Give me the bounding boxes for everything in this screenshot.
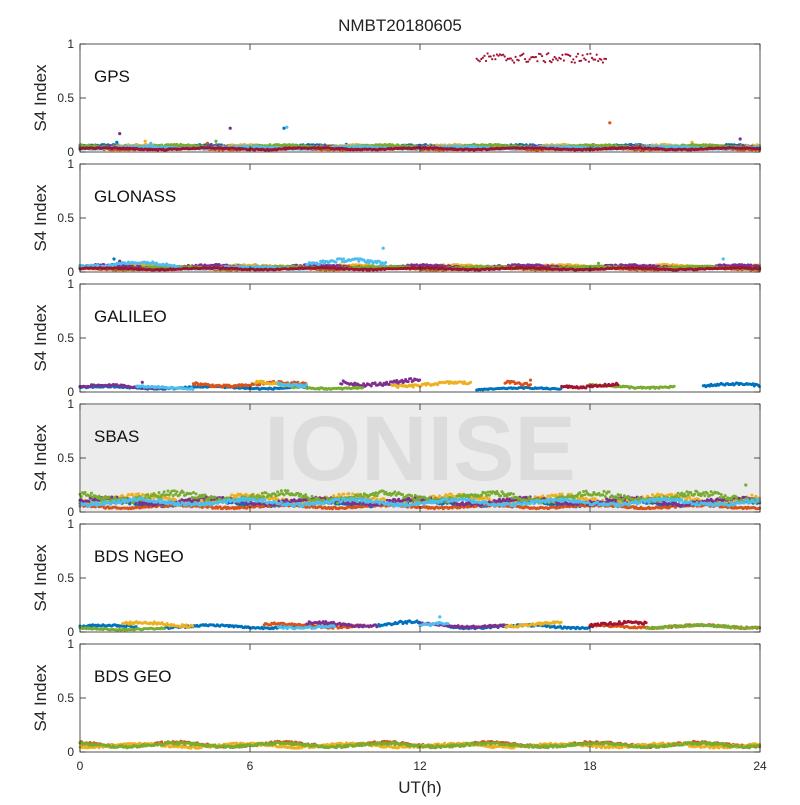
y-axis-label: S4 Index [31, 64, 50, 132]
data-point [515, 56, 517, 58]
data-point [591, 57, 593, 59]
data-point [518, 59, 520, 61]
data-point [214, 140, 217, 143]
data-point [569, 55, 571, 57]
data-point [149, 142, 152, 145]
y-tick-label: 0.5 [57, 91, 74, 105]
data-point [602, 61, 604, 63]
data-point [560, 58, 562, 60]
data-point [502, 54, 504, 56]
data-point [493, 55, 495, 57]
data-point [112, 257, 115, 260]
data-point [547, 52, 549, 54]
data-point [490, 55, 492, 57]
data-point [482, 57, 484, 59]
data-point [582, 54, 584, 56]
data-point [557, 59, 559, 61]
data-point [563, 59, 565, 61]
data-point [589, 53, 591, 55]
data-point [575, 56, 577, 58]
data-point [552, 59, 554, 61]
data-point [494, 58, 496, 60]
data-point [524, 58, 526, 60]
data-point [554, 56, 556, 58]
data-point [585, 59, 587, 61]
data-point [513, 62, 515, 64]
data-point [522, 53, 524, 55]
data-point [485, 60, 487, 62]
data-point [504, 55, 506, 57]
data-point [229, 127, 232, 130]
data-point [608, 121, 611, 124]
chart-title: NMBT20180605 [0, 16, 800, 36]
axes-background [80, 44, 760, 152]
data-point [594, 59, 596, 61]
data-point [574, 62, 576, 64]
data-point [115, 141, 118, 144]
data-point [600, 59, 602, 61]
data-point [529, 58, 531, 60]
data-point [596, 54, 598, 56]
data-point [491, 58, 493, 60]
data-point [282, 127, 285, 130]
y-tick-label: 1 [67, 37, 74, 51]
data-point [739, 137, 742, 140]
data-point [586, 53, 588, 55]
data-point [544, 61, 546, 63]
data-point [561, 54, 563, 56]
data-point [144, 140, 147, 143]
axes-background [80, 164, 760, 272]
data-point [577, 53, 579, 55]
data-point [571, 61, 573, 63]
data-point [510, 57, 512, 59]
data-point [483, 55, 485, 57]
data-point [206, 142, 209, 145]
data-point [487, 52, 489, 54]
data-point [527, 61, 529, 63]
data-point [535, 56, 537, 58]
data-point [605, 58, 607, 60]
data-point [285, 126, 288, 129]
panel-label: GPS [94, 67, 130, 86]
data-point [555, 58, 557, 60]
data-point [597, 60, 599, 62]
data-point [536, 60, 538, 62]
data-point [511, 59, 513, 61]
data-point [118, 132, 121, 135]
data-point [580, 60, 582, 62]
data-point [572, 58, 574, 60]
data-point [588, 61, 590, 63]
data-point [479, 60, 481, 62]
data-point [541, 55, 543, 57]
data-point [540, 53, 542, 55]
data-point [550, 61, 552, 63]
